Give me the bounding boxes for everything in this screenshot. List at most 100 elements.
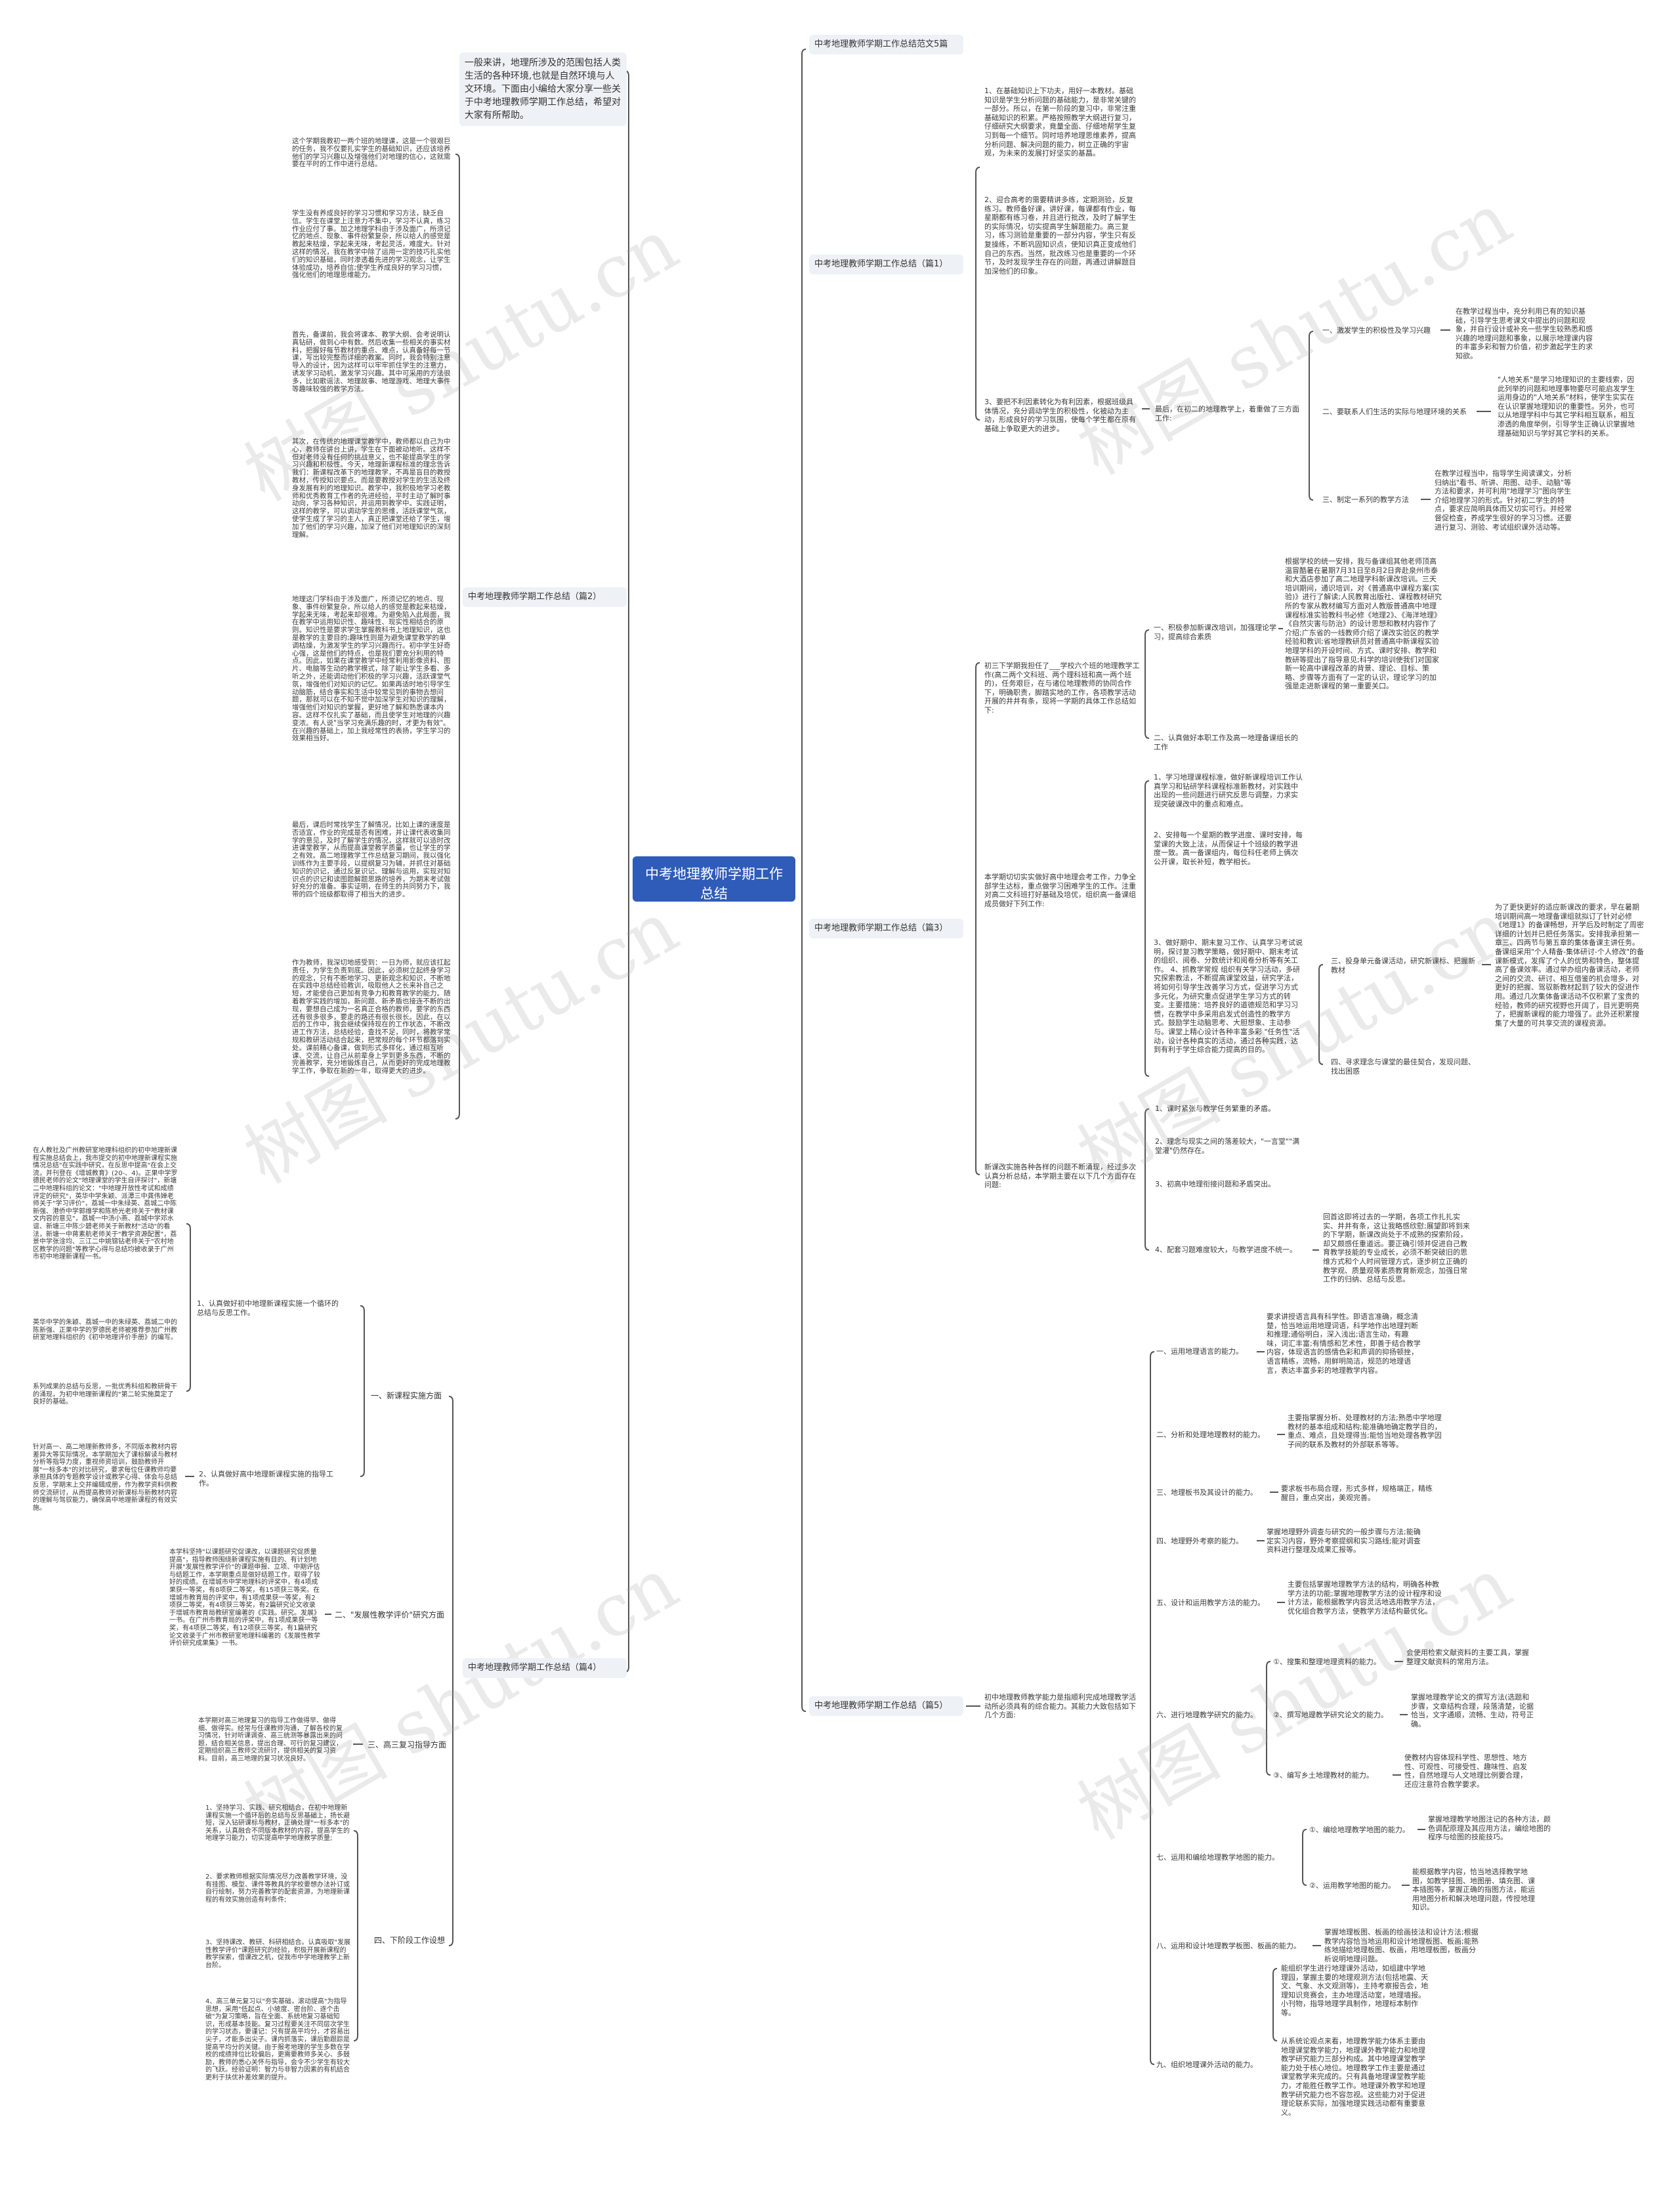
p4-aspect-3[interactable]: 三、高三复习指导方面 [368, 1740, 447, 1749]
connector-line [1150, 1351, 1155, 2065]
p4-aspect-2[interactable]: 二、"发展性教学评价"研究方面 [335, 1610, 445, 1619]
connector-line [1272, 1968, 1278, 2041]
p1-text: 1、在基础知识上下功夫，用好一本教材。基础知识是学生分析问题的基础能力，是非常关… [984, 87, 1136, 158]
connector-line [1144, 780, 1150, 1077]
p1-text: 3、要把不利因素转化为有利因素，根据班级具体情况，充分调动学生的积极性，化被动为… [984, 398, 1136, 433]
p5-research-sub[interactable]: ②、撰写地理教学研究论文的能力。 [1273, 1711, 1388, 1719]
p3-intro[interactable]: 本学期切切实实做好高中地理会考工作，力争全部学生达标，重点做学习困难学生的工作。… [984, 873, 1136, 908]
p2-text: 地理这门学科由于涉及面广，所须记忆的地点、现象、事件纷繁复杂，所以给人的感觉是教… [292, 595, 451, 743]
connector-line [1318, 964, 1324, 1065]
connector-line [186, 1223, 191, 1392]
p5-intro[interactable]: 初中地理教师教学能力是指顺利完成地理教学活动所必须具有的综合能力。其能力大致包括… [984, 1693, 1136, 1720]
p1-text: 2、迎合高考的需要精讲多练，定期测验，反复练习。教师备好课，讲好课，每课都有作业… [984, 196, 1136, 276]
p4-text: 本学科坚持"以课题研究促课改，以课题研究促质量提高"，指导教师围绕新课程实施有目… [169, 1549, 320, 1648]
p5-board[interactable]: 八、运用和设计地理教学板图、板画的能力。 [1156, 1942, 1301, 1950]
p5-ability[interactable]: 五、设计和运用教学方法的能力。 [1156, 1598, 1265, 1607]
p3-section-text: 根据学校的统一安排，我与备课组其他老师顶高温冒酷暑在暑期7月31日至8月2日奔赴… [1285, 557, 1442, 691]
p5-ability[interactable]: 二、分析和处理地理教材的能力。 [1156, 1431, 1265, 1439]
p5-activity[interactable]: 九、组织地理课外活动的能力。 [1156, 2060, 1257, 2069]
p3-section[interactable]: 一、积极参加新课改培训，加强理论学习，提高综合素质 [1154, 623, 1276, 641]
p2-text: 最后，课后时常找学生了解情况，比如上课的速度是否适宜，作业的完成是否有困难，并让… [292, 821, 451, 899]
p3-work: 2、安排每一个星期的教学进度、课时安排，每堂课的大致上法，从而保证十个班级的教学… [1154, 831, 1303, 866]
root-topic[interactable]: 中考地理教师学期工作总结 [633, 856, 795, 902]
p4-aspect-1[interactable]: 一、新课程实施方面 [371, 1391, 442, 1400]
p2-text: 首先，备课前，我会将课本、教学大纲、会考说明认真钻研，做到心中有数。然后收集一些… [292, 331, 451, 393]
p4-text: 2、要求教师根据实际情况尽力改善教学环境，没有挂图、模型、课件等教具的学校要想办… [205, 1873, 350, 1904]
connector-line [624, 70, 629, 1673]
intro-node[interactable]: 一般来讲，地理所涉及的范围包括人类生活的各种环境,也就是自然环境与人文环境。下面… [459, 52, 627, 126]
connector-line [353, 1830, 358, 2041]
p1-aspect-text: 在教学过程当中，指导学生阅读课文，分析归纳出"看书、听讲、用图、动手、动脑"等方… [1435, 469, 1572, 532]
p5-ability-text: 要求讲授语言具有科学性。即语言准确，概念清楚，恰当地运用地理词语，科学地作出地理… [1267, 1312, 1421, 1375]
p4-text: 系列成果的总结与反思，一批优秀科组和教研骨干的涌现，为初中地理新课程的"第二轮实… [33, 1383, 177, 1406]
p3-intro[interactable]: 初三下学期我担任了___学校六个班的地理教学工作(高二两个文科班、两个理科班和高… [984, 661, 1140, 715]
connector-line [975, 662, 980, 1175]
branch-title[interactable]: 中考地理教师学期工作总结范文5篇 [809, 35, 963, 54]
p3-section[interactable]: 二、认真做好本职工作及高一地理备课组长的工作 [1154, 734, 1298, 751]
p5-research-text: 使教材内容体现科学性、思想性、地方性、可观性、可接受性、趣味性、启发性，自然地理… [1404, 1753, 1527, 1789]
p5-research-text: 会使用检索文献资料的主要工具，掌握整理文献资料的常用方法。 [1406, 1648, 1529, 1666]
p5-research-text: 掌握地理教学论文的撰写方法(选题和步骤，文章结构合理，段落清楚，论据恰当，文字通… [1411, 1693, 1534, 1728]
p5-maps[interactable]: 七、运用和编绘地理教学地图的能力。 [1156, 1853, 1279, 1862]
p5-ability-text: 掌握地理野外调查与研究的一般步骤与方法;能确定实习内容，野外考察提纲和实习路线;… [1267, 1528, 1421, 1555]
connector-line [1302, 1829, 1307, 1886]
p5-research-sub[interactable]: ③、编写乡土地理教材的能力。 [1273, 1771, 1374, 1780]
branch-p5[interactable]: 中考地理教师学期工作总结（篇5） [809, 1696, 963, 1716]
connector-line [360, 1305, 365, 1477]
p3-work: 1、学习地理课程标准，做好新课程培训工作认真学习和钻研学科课程标准新教材，对实践… [1154, 773, 1303, 808]
p3-section-text: 为了更快更好的适应新课改的要求，早在暑期培训期间高一地理备课组就拟订了针对必修《… [1495, 903, 1645, 1028]
p5-ability[interactable]: 三、地理板书及其设计的能力。 [1156, 1488, 1257, 1497]
branch-p2[interactable]: 中考地理教师学期工作总结（篇2） [463, 587, 627, 607]
p5-maps-sub[interactable]: ②、运用教学地图的能力。 [1309, 1881, 1395, 1890]
p5-maps-text: 掌握地理教学地图注记的各种方法，颜色调配原理及其应用方法，编绘地图的程序与绘图的… [1428, 1815, 1551, 1842]
connector-line [1144, 629, 1150, 739]
p5-maps-text: 能根据教学内容，恰当地选择教学地图，如教学挂图、地图册、填充图、课本插图等，掌握… [1412, 1868, 1535, 1912]
p2-text: 学生没有养成良好的学习习惯和学习方法，缺乏自信。学生在课堂上注意力不集中，学习不… [292, 209, 451, 280]
p1-last[interactable]: 最后，在初二的地理教学上，着重做了三方面工作: [1155, 405, 1299, 423]
p5-maps-sub[interactable]: ①、编绘地理教学地图的能力。 [1309, 1826, 1410, 1834]
p1-aspect[interactable]: 二、要联系人们生活的实际与地理环境的关系 [1322, 407, 1467, 416]
p3-closing: 回首这即将过去的一学期，各项工作扎扎实实、井井有条，这让我略感欣慰;展望即将到来… [1323, 1213, 1470, 1284]
connector-line [455, 154, 460, 1119]
branch-p1[interactable]: 中考地理教师学期工作总结（篇1） [809, 255, 963, 274]
p4-text: 1、坚持学习、实践、研究相结合，在初中地理新课程实施一个循环后的总结与反思基础上… [205, 1805, 350, 1843]
p5-ability-text: 主要指掌握分析、处理教材的方法;熟悉中学地理教材的基本组成和结构;能准确地确定教… [1288, 1413, 1442, 1449]
connector-line [975, 167, 980, 421]
p4-sub-1[interactable]: 1、认真做好初中地理新课程实施一个循环的总结与反思工作。 [197, 1299, 339, 1317]
connector-line [1309, 331, 1314, 501]
connector-line [1144, 1108, 1150, 1251]
p2-text: 其次，在传统的地理课堂教学中，教师都以自己为中心，教师在讲台上讲，学生在下面被动… [292, 438, 451, 539]
p5-ability[interactable]: 四、地理野外考察的能力。 [1156, 1537, 1243, 1545]
p5-board-text: 掌握地理板图、板画的绘画技法和设计方法;根据教学内容恰当地运用和设计地理板图、板… [1324, 1928, 1479, 1963]
p2-text: 这个学期我教初一两个班的地理课，这是一个很艰巨的任务，我不仅要扎实学生的基础知识… [292, 137, 451, 169]
p3-section[interactable]: 四、寻求理念与课堂的最佳契合，发现问题、找出困惑 [1331, 1058, 1475, 1076]
p3-intro[interactable]: 新课改实施各种各样的问题不断涌现，经过多次认真分析总结，本学期主要在以下几个方面… [984, 1163, 1136, 1190]
p4-sub-2[interactable]: 2、认真做好高中地理新课程实施的指导工作。 [199, 1470, 333, 1488]
branch-p4[interactable]: 中考地理教师学期工作总结（篇4） [463, 1658, 627, 1678]
p4-text: 在人教社及广州教研室地理科组织的初中地理新课程实施总结会上，我市提交的初中地理新… [33, 1147, 178, 1261]
p3-problem: 3、初高中地理衔接问题和矛盾突出。 [1155, 1180, 1275, 1188]
p5-research-sub[interactable]: ①、搜集和整理地理资料的能力。 [1273, 1658, 1381, 1666]
p5-activity-text: 从系统论观点来看，地理教学能力体系主要由地理课堂教学能力，地理课外教学能力和地理… [1281, 2037, 1425, 2117]
p3-section[interactable]: 三、投身单元备课活动，研究新课标、把握新教材 [1331, 957, 1475, 974]
p5-research[interactable]: 六、进行地理教学研究的能力。 [1156, 1711, 1257, 1719]
p5-ability-text: 要求板书布局合理，形式多样，规格端正，精练醒目，重点突出，美观完善。 [1281, 1484, 1433, 1502]
p5-ability[interactable]: 一、运用地理语言的能力。 [1156, 1347, 1243, 1356]
p4-text: 3、坚持课改、教研、科研相结合。认真吸取"发展性教学评价"课题研究的经验，积极开… [205, 1939, 350, 1969]
connector-line [801, 49, 807, 1712]
p1-aspect[interactable]: 一、激发学生的积极性及学习兴趣 [1322, 326, 1431, 335]
p3-problem: 1、课时紧张与教学任务繁重的矛盾。 [1155, 1104, 1275, 1113]
branch-p3[interactable]: 中考地理教师学期工作总结（篇3） [809, 919, 963, 938]
p3-problem[interactable]: 4、配套习题难度较大，与教学进度不统一。 [1155, 1245, 1297, 1254]
connector-line [1266, 1661, 1271, 1776]
p4-text: 4、高三单元复习以"夯实基础，滚动提高"为指导思想，采用"低起点、小坡度、密台阶… [205, 1998, 350, 2081]
p1-aspect-text: "人地关系"是学习地理知识的主要线索，因此列举的问题和地理事物要尽可能启发学生运… [1498, 375, 1635, 438]
p2-text: 作为教师，我深切地感受到：一日为师，就应该扛起责任，为学生负责到底。因此，必须树… [292, 959, 451, 1076]
p4-text: 英华中学的朱颖、荔城一中的朱绿英、荔城二中的陈新强、正果中学的罗德民老师被推荐参… [33, 1319, 177, 1342]
p3-work[interactable]: 3、做好期中、期末复习工作、认真学习考试说明，探讨复习教学策略，做好期中、期末考… [1154, 938, 1303, 1055]
p1-aspect[interactable]: 三、制定一系列的教学方法 [1322, 495, 1409, 504]
p5-activity-text: 能组织学生进行地理课外活动，如组建中学地理园，掌握主要的地理观测方法(包括地震、… [1281, 1964, 1429, 2017]
p3-problem: 2、理念与现实之间的落差较大，"一言堂""满堂灌"仍然存在。 [1155, 1137, 1300, 1155]
p4-aspect-4[interactable]: 四、下阶段工作设想 [374, 1936, 446, 1945]
